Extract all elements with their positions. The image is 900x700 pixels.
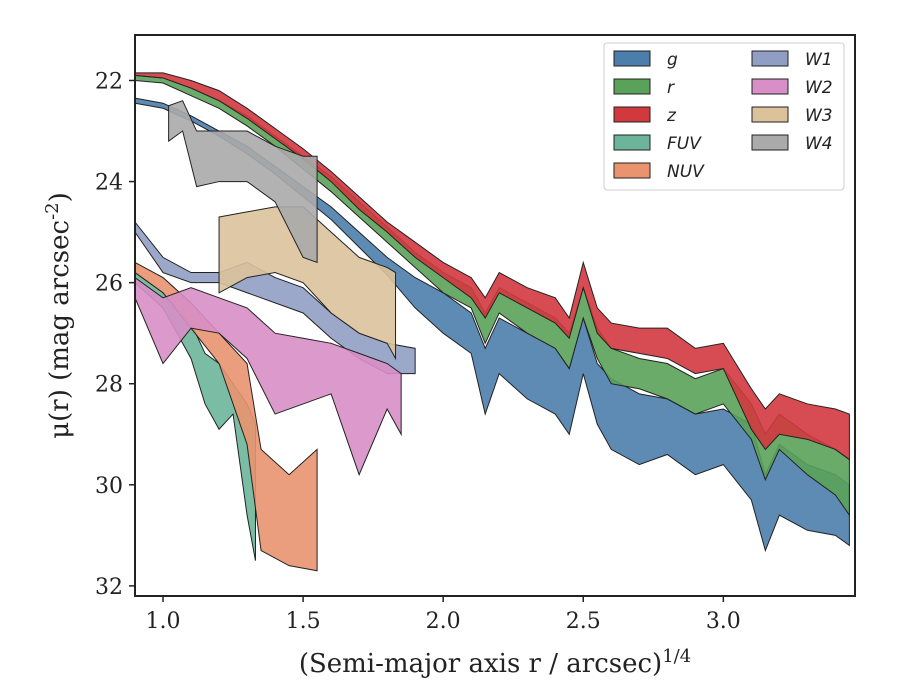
x-tick-label: 1.5 xyxy=(286,609,321,634)
legend-label-W3: W3 xyxy=(805,106,833,126)
y-tick-label: 32 xyxy=(95,575,123,600)
legend-swatch-g xyxy=(613,50,651,67)
x-tick-label: 2.5 xyxy=(566,609,601,634)
legend-swatch-NUV xyxy=(613,162,651,179)
band-W2 xyxy=(135,276,402,477)
surface-brightness-bands xyxy=(135,72,850,572)
legend-swatch-r xyxy=(613,78,651,95)
x-tick-label: 3.0 xyxy=(706,609,741,634)
y-axis-label: μ(r) (mag arcsec-2) xyxy=(42,192,76,439)
legend: grz FUV NUV W1 W2 W3 W4 xyxy=(603,42,845,191)
legend-label-W4: W4 xyxy=(805,134,833,154)
y-tick-label: 22 xyxy=(95,69,123,94)
x-axis-label: (Semi-major axis r / arcsec)1/4 xyxy=(299,646,691,680)
y-tick-label: 30 xyxy=(95,474,123,499)
band-W4 xyxy=(168,100,318,264)
legend-swatch-W4 xyxy=(751,134,789,151)
legend-swatch-W2 xyxy=(751,78,789,95)
x-tick-label: 2.0 xyxy=(426,609,461,634)
legend-label-NUV: NUV xyxy=(667,162,705,182)
legend-swatch-z xyxy=(613,106,651,123)
legend-swatch-W3 xyxy=(751,106,789,123)
legend-swatch-FUV xyxy=(613,134,651,151)
legend-label-W1: W1 xyxy=(805,50,833,70)
y-tick-label: 24 xyxy=(95,171,123,196)
y-axis-ticks: 22 24 26 28 30 32 xyxy=(95,69,135,600)
legend-label-z: z xyxy=(666,106,677,126)
legend-swatch-W1 xyxy=(751,50,789,67)
legend-label-g: g xyxy=(667,50,678,70)
x-tick-label: 1.0 xyxy=(146,609,181,634)
y-tick-label: 28 xyxy=(95,373,123,398)
legend-label-FUV: FUV xyxy=(667,134,702,154)
y-tick-label: 26 xyxy=(95,272,123,297)
legend-label-r: r xyxy=(667,78,675,98)
plot-frame xyxy=(134,34,856,597)
legend-label-W2: W2 xyxy=(805,78,833,98)
band-FUV xyxy=(135,271,256,561)
band-z xyxy=(135,72,850,461)
band-g xyxy=(135,97,850,553)
x-axis-ticks: 1.0 1.5 2.0 2.5 3.0 xyxy=(146,596,741,634)
